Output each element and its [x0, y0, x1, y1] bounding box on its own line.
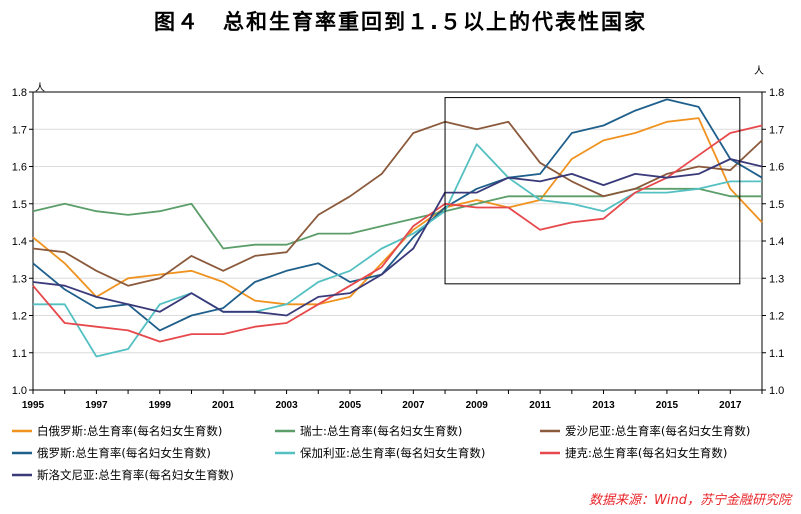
y-tick-label-left: 1.0 [12, 385, 27, 397]
y-tick-label-right: 1.5 [769, 199, 784, 211]
x-tick-label: 1997 [85, 400, 108, 411]
data-source-note: 数据来源：Wind，苏宁金融研究院 [589, 493, 791, 508]
legend-label: 瑞士:总生育率(每名妇女生育数) [300, 424, 462, 438]
y-tick-label-right: 1.2 [769, 311, 784, 323]
x-axis: 1995 1997 1999 2001 2003 2005 2007 2009 2011 2013… [22, 390, 763, 411]
y-tick-label-left: 1.8 [12, 87, 27, 99]
series-line-7 [32, 158, 763, 317]
highlight-box [444, 97, 741, 285]
y-unit-left: 人 [35, 82, 45, 94]
y-tick-label-right: 1.4 [769, 236, 784, 248]
legend-label: 白俄罗斯:总生育率(每名妇女生育数) [37, 424, 222, 438]
y-axis-right: 1.0 1.1 1.2 1.3 1.4 1.5 1.6 1.7 1.8 人 [754, 65, 784, 397]
series-line-3 [32, 120, 763, 287]
x-tick-label: 2001 [212, 400, 235, 411]
legend-label: 保加利亚:总生育率(每名妇女生育数) [300, 446, 485, 460]
y-tick-label-right: 1.6 [769, 162, 784, 174]
y-tick-label-left: 1.4 [12, 236, 27, 248]
legend: 白俄罗斯:总生育率(每名妇女生育数) 瑞士:总生育率(每名妇女生育数) 爱沙尼亚:总… [12, 424, 750, 482]
x-tick-label: 2015 [656, 400, 679, 411]
y-tick-label-left: 1.5 [12, 199, 27, 211]
y-tick-label-right: 1.3 [769, 273, 784, 285]
y-tick-label-right: 1.0 [769, 385, 784, 397]
y-tick-label-left: 1.3 [12, 273, 27, 285]
series-line-5 [33, 143, 762, 358]
legend-label: 捷克:总生育率(每名妇女生育数) [565, 446, 727, 460]
y-unit-right: 人 [754, 65, 764, 77]
y-tick-label-left: 1.1 [12, 348, 27, 360]
y-tick-label-left: 1.7 [12, 124, 27, 136]
series-line-6 [32, 124, 763, 343]
y-axis-left: 1.0 1.1 1.2 1.3 1.4 1.5 1.6 1.7 1.8 人 [12, 82, 45, 397]
series-layer [32, 98, 763, 358]
legend-label: 斯洛文尼亚:总生育率(每名妇女生育数) [37, 468, 234, 482]
y-tick-label-right: 1.1 [769, 348, 784, 360]
series-line-2 [32, 187, 762, 250]
y-tick-label-right: 1.7 [769, 124, 784, 136]
x-tick-label: 1995 [22, 400, 45, 411]
x-tick-label: 2007 [402, 400, 425, 411]
x-tick-label: 2003 [275, 400, 298, 411]
chart-title: 图４ 总和生育率重回到１.５以上的代表性国家 [154, 10, 647, 34]
y-tick-label-left: 1.2 [12, 311, 27, 323]
y-tick-label-left: 1.6 [12, 162, 27, 174]
x-tick-label: 1999 [149, 400, 172, 411]
x-tick-label: 2017 [719, 400, 742, 411]
series-line-1 [32, 117, 763, 306]
x-tick-label: 2013 [592, 400, 615, 411]
legend-label: 俄罗斯:总生育率(每名妇女生育数) [37, 446, 211, 460]
y-tick-label-right: 1.8 [769, 87, 784, 99]
legend-label: 爱沙尼亚:总生育率(每名妇女生育数) [565, 424, 750, 438]
x-tick-label: 2005 [339, 400, 362, 411]
gridlines [33, 128, 762, 354]
x-tick-label: 2009 [466, 400, 489, 411]
x-tick-label: 2011 [529, 400, 551, 411]
series-line-4 [32, 98, 763, 332]
